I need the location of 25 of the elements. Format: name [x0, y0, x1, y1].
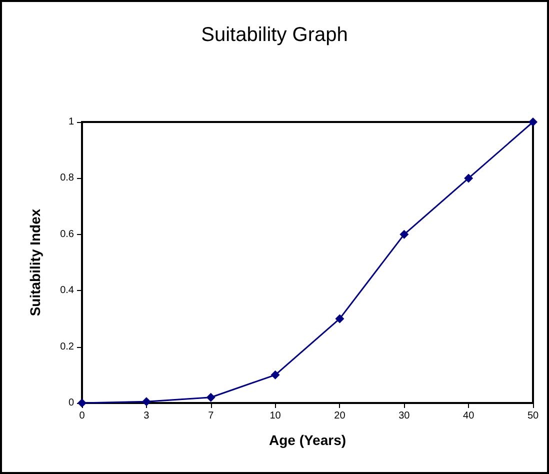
chart-title: Suitability Graph — [201, 24, 348, 46]
point — [142, 397, 151, 406]
point — [78, 398, 86, 408]
x-tick-label: 3 — [144, 410, 150, 422]
x-tick-label: 50 — [527, 410, 539, 422]
x-tick-label: 10 — [270, 410, 282, 422]
point — [335, 314, 344, 324]
x-tick-label: 7 — [208, 410, 214, 422]
point — [270, 370, 280, 380]
x-axis-title: Age (Years) — [268, 432, 346, 448]
x-tick-label: 20 — [334, 410, 346, 422]
point — [464, 174, 474, 183]
point — [400, 230, 409, 239]
y-tick-label: 0.8 — [60, 172, 74, 184]
y-tick-label: 1 — [68, 116, 74, 128]
y-tick-label: 0.6 — [60, 228, 74, 240]
y-axis-title: Suitability Index — [27, 208, 43, 316]
y-tick-label: 0 — [68, 398, 74, 408]
point — [528, 118, 538, 126]
y-tick-label: 0.2 — [60, 341, 74, 352]
x-tick-label: 40 — [463, 410, 475, 422]
x-tick-label: 30 — [398, 410, 410, 422]
x-tick-label: 0 — [79, 410, 86, 422]
y-tick-label: 0.4 — [60, 285, 74, 296]
point — [206, 392, 216, 402]
